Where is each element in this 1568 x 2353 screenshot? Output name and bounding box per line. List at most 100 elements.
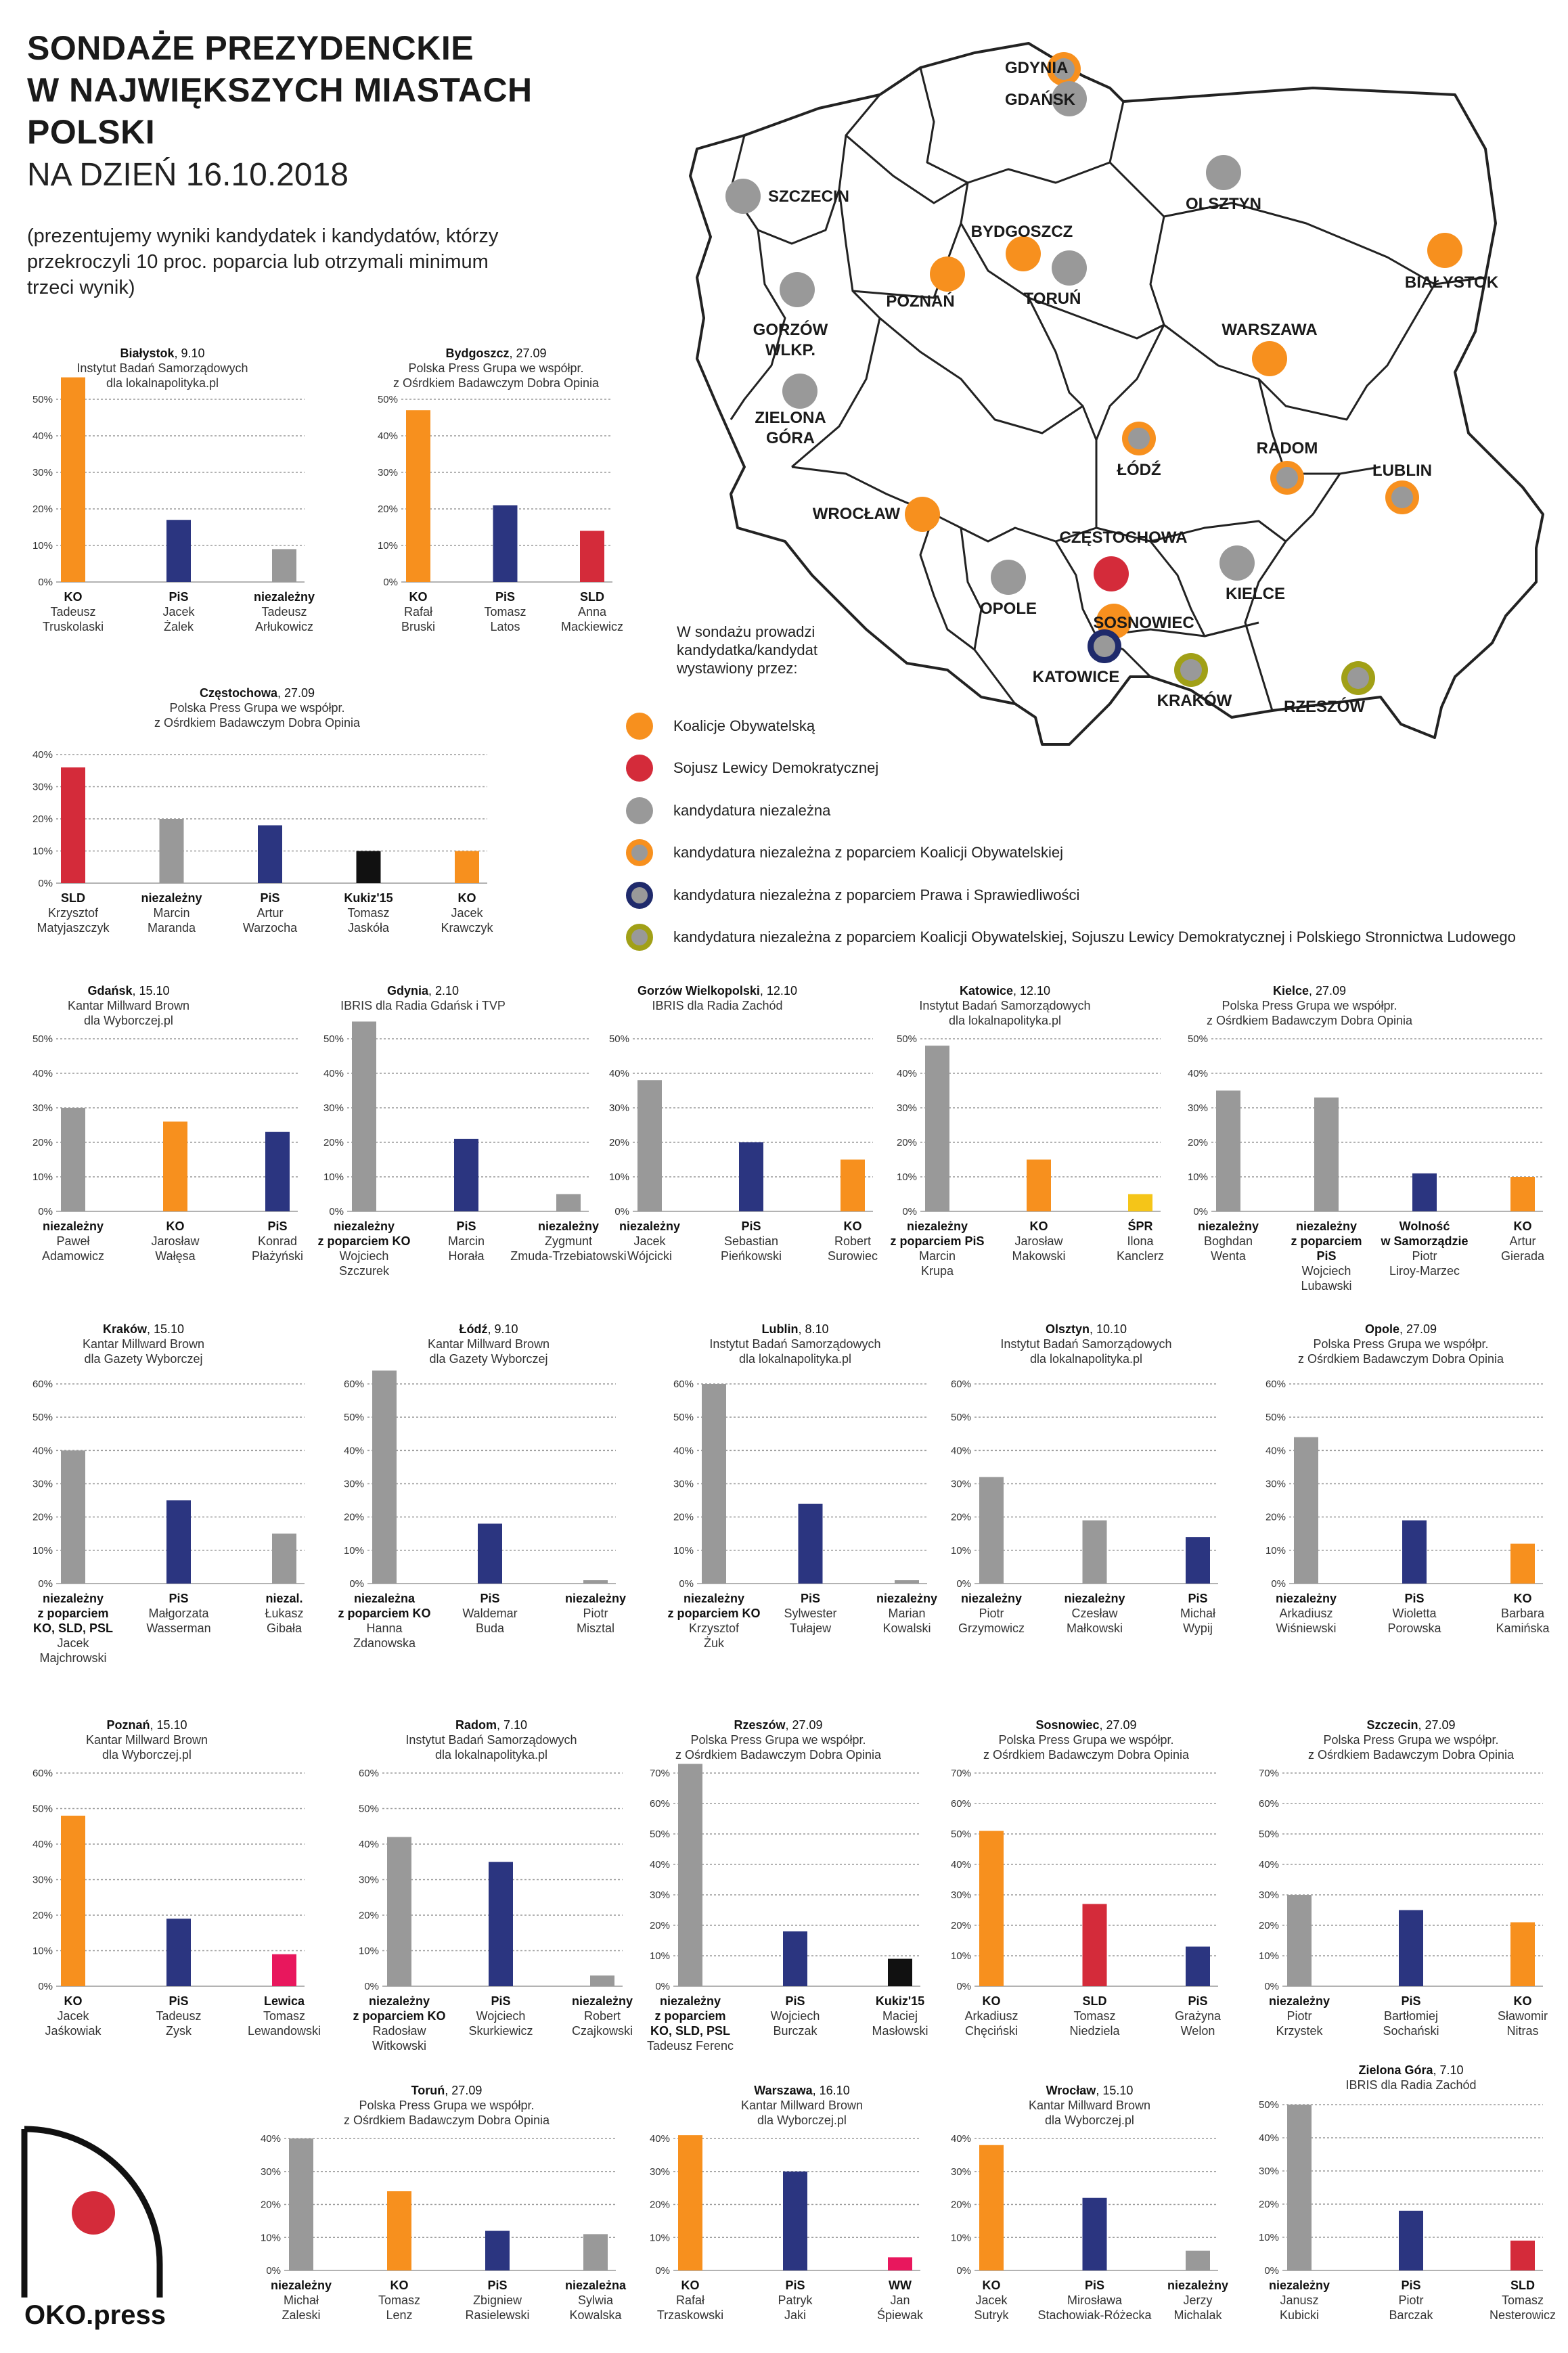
bar-candidate-label: Wojciech (1302, 1264, 1351, 1278)
y-tick-label: 10% (1188, 1171, 1208, 1183)
legend-item: kandydatura niezależna z poparciem Prawa… (626, 875, 1079, 916)
city-marker-gdynia: GDYNIA (1005, 52, 1081, 86)
bar-candidate-label: Płażyński (252, 1249, 303, 1263)
bar-candidate-label: Czajkowski (572, 2024, 633, 2038)
chart-source: Kantar Millward Brown (741, 2099, 863, 2112)
city-label: ŁÓDŹ (1117, 460, 1161, 479)
city-dot (1006, 236, 1041, 271)
city-dot (905, 497, 940, 532)
chart-title: Katowice, 12.10 (960, 984, 1050, 998)
y-tick-label: 20% (609, 1137, 629, 1148)
logo: OKO.press (19, 2125, 168, 2341)
city-marker-rzeszów: RZESZÓW (1284, 661, 1375, 716)
y-tick-label: 30% (1265, 1479, 1286, 1490)
city-label: SOSNOWIEC (1093, 614, 1194, 632)
legend-swatch (626, 882, 653, 909)
bar-candidate-label: Wałęsa (155, 1249, 196, 1263)
y-tick-label: 10% (673, 1545, 694, 1556)
bar-candidate-label: Krzysztof (689, 1621, 740, 1635)
bar-party-label: z poparciem KO (338, 1607, 430, 1620)
bar (583, 1580, 608, 1584)
city-label: RADOM (1257, 439, 1318, 457)
bar-party-label: PiS (1316, 1249, 1336, 1263)
bar-candidate-label: Grzymowicz (958, 1621, 1025, 1635)
y-tick-label: 40% (1259, 1859, 1279, 1870)
y-tick-label: 30% (1259, 2166, 1279, 2177)
bar-party-label: PiS (785, 1994, 805, 2008)
chart-source: Kantar Millward Brown (86, 1733, 208, 1747)
bar-party-label: KO (1514, 1592, 1532, 1605)
bar-party-label: PiS (1401, 2279, 1420, 2292)
bar-party-label: Wolność (1399, 1219, 1450, 1233)
city-marker-lublin: LUBLIN (1372, 462, 1432, 514)
y-tick-label: 0% (1264, 2265, 1279, 2277)
chart-source: Instytut Badań Samorządowych (709, 1337, 880, 1351)
bar-candidate-label: Hanna (366, 1621, 403, 1635)
bar (352, 1021, 376, 1211)
bar-candidate-label: Wypij (1183, 1621, 1213, 1635)
city-dot (782, 374, 817, 409)
bar (1399, 1910, 1423, 1986)
bar (888, 1958, 912, 1986)
y-tick-label: 40% (32, 1068, 53, 1079)
bar (1082, 1904, 1107, 1986)
bar-candidate-label: Artur (1509, 1234, 1536, 1248)
y-tick-label: 30% (951, 1889, 971, 1901)
bar-party-label: w Samorządzie (1380, 1234, 1468, 1248)
y-tick-label: 40% (32, 1839, 53, 1850)
bar-candidate-label: Jarosław (151, 1234, 200, 1248)
bar (1287, 1895, 1312, 1986)
bar-candidate-label: Pieńkowski (721, 1249, 782, 1263)
y-tick-label: 0% (329, 1206, 344, 1217)
bar (1186, 2250, 1210, 2270)
bar-candidate-label: Nitras (1506, 2024, 1538, 2038)
bar-candidate-label: Kanclerz (1117, 1249, 1164, 1263)
y-tick-label: 30% (1259, 1889, 1279, 1901)
y-tick-label: 40% (261, 2133, 281, 2145)
y-tick-label: 20% (1259, 2199, 1279, 2210)
city-marker-warszawa: WARSZAWA (1222, 321, 1318, 376)
chart-source: Kantar Millward Brown (68, 999, 189, 1012)
y-tick-label: 20% (1265, 1512, 1286, 1523)
city-dot (1276, 467, 1298, 489)
bar-candidate-label: Surowiec (828, 1249, 878, 1263)
bar-candidate-label: Małkowski (1067, 1621, 1123, 1635)
y-tick-label: 10% (32, 1545, 53, 1556)
bar-party-label: niezależny (572, 1994, 633, 2008)
y-tick-label: 50% (1259, 1829, 1279, 1840)
city-label: LUBLIN (1372, 462, 1432, 480)
y-tick-label: 20% (951, 1920, 971, 1931)
bar (289, 2138, 313, 2270)
y-tick-label: 0% (38, 878, 53, 889)
bar-candidate-label: Piotr (1412, 1249, 1437, 1263)
y-tick-label: 60% (344, 1379, 364, 1390)
bar-candidate-label: Wójcicki (627, 1249, 672, 1263)
bar (1510, 1544, 1535, 1584)
y-tick-label: 30% (897, 1102, 917, 1114)
bar-candidate-label: Tomasz (1502, 2293, 1544, 2307)
bar-candidate-label: Sutryk (974, 2308, 1009, 2322)
chart-source: Kantar Millward Brown (428, 1337, 550, 1351)
y-tick-label: 0% (679, 1578, 694, 1590)
bar-party-label: PiS (169, 1592, 188, 1605)
bar-party-label: z poparciem (654, 2009, 725, 2023)
bar-party-label: KO, SLD, PSL (33, 1621, 113, 1635)
y-tick-label: 20% (261, 2199, 281, 2211)
bar-party-label: niezależny (538, 1219, 599, 1233)
y-tick-label: 30% (32, 782, 53, 793)
bar (489, 1862, 513, 1986)
bar-candidate-label: Zysk (166, 2024, 192, 2038)
bar (61, 767, 85, 883)
bar-candidate-label: Sylwia (578, 2293, 614, 2307)
bar-candidate-label: Piotr (1286, 2009, 1312, 2023)
bar (895, 1580, 919, 1584)
bar-party-label: KO (1514, 1219, 1532, 1233)
y-tick-label: 50% (32, 1033, 53, 1045)
y-tick-label: 0% (956, 1578, 971, 1590)
y-tick-label: 10% (951, 1950, 971, 1962)
city-dot (1347, 667, 1369, 689)
bar-candidate-label: Mirosława (1067, 2293, 1123, 2307)
bar-candidate-label: Zaleski (282, 2308, 320, 2322)
